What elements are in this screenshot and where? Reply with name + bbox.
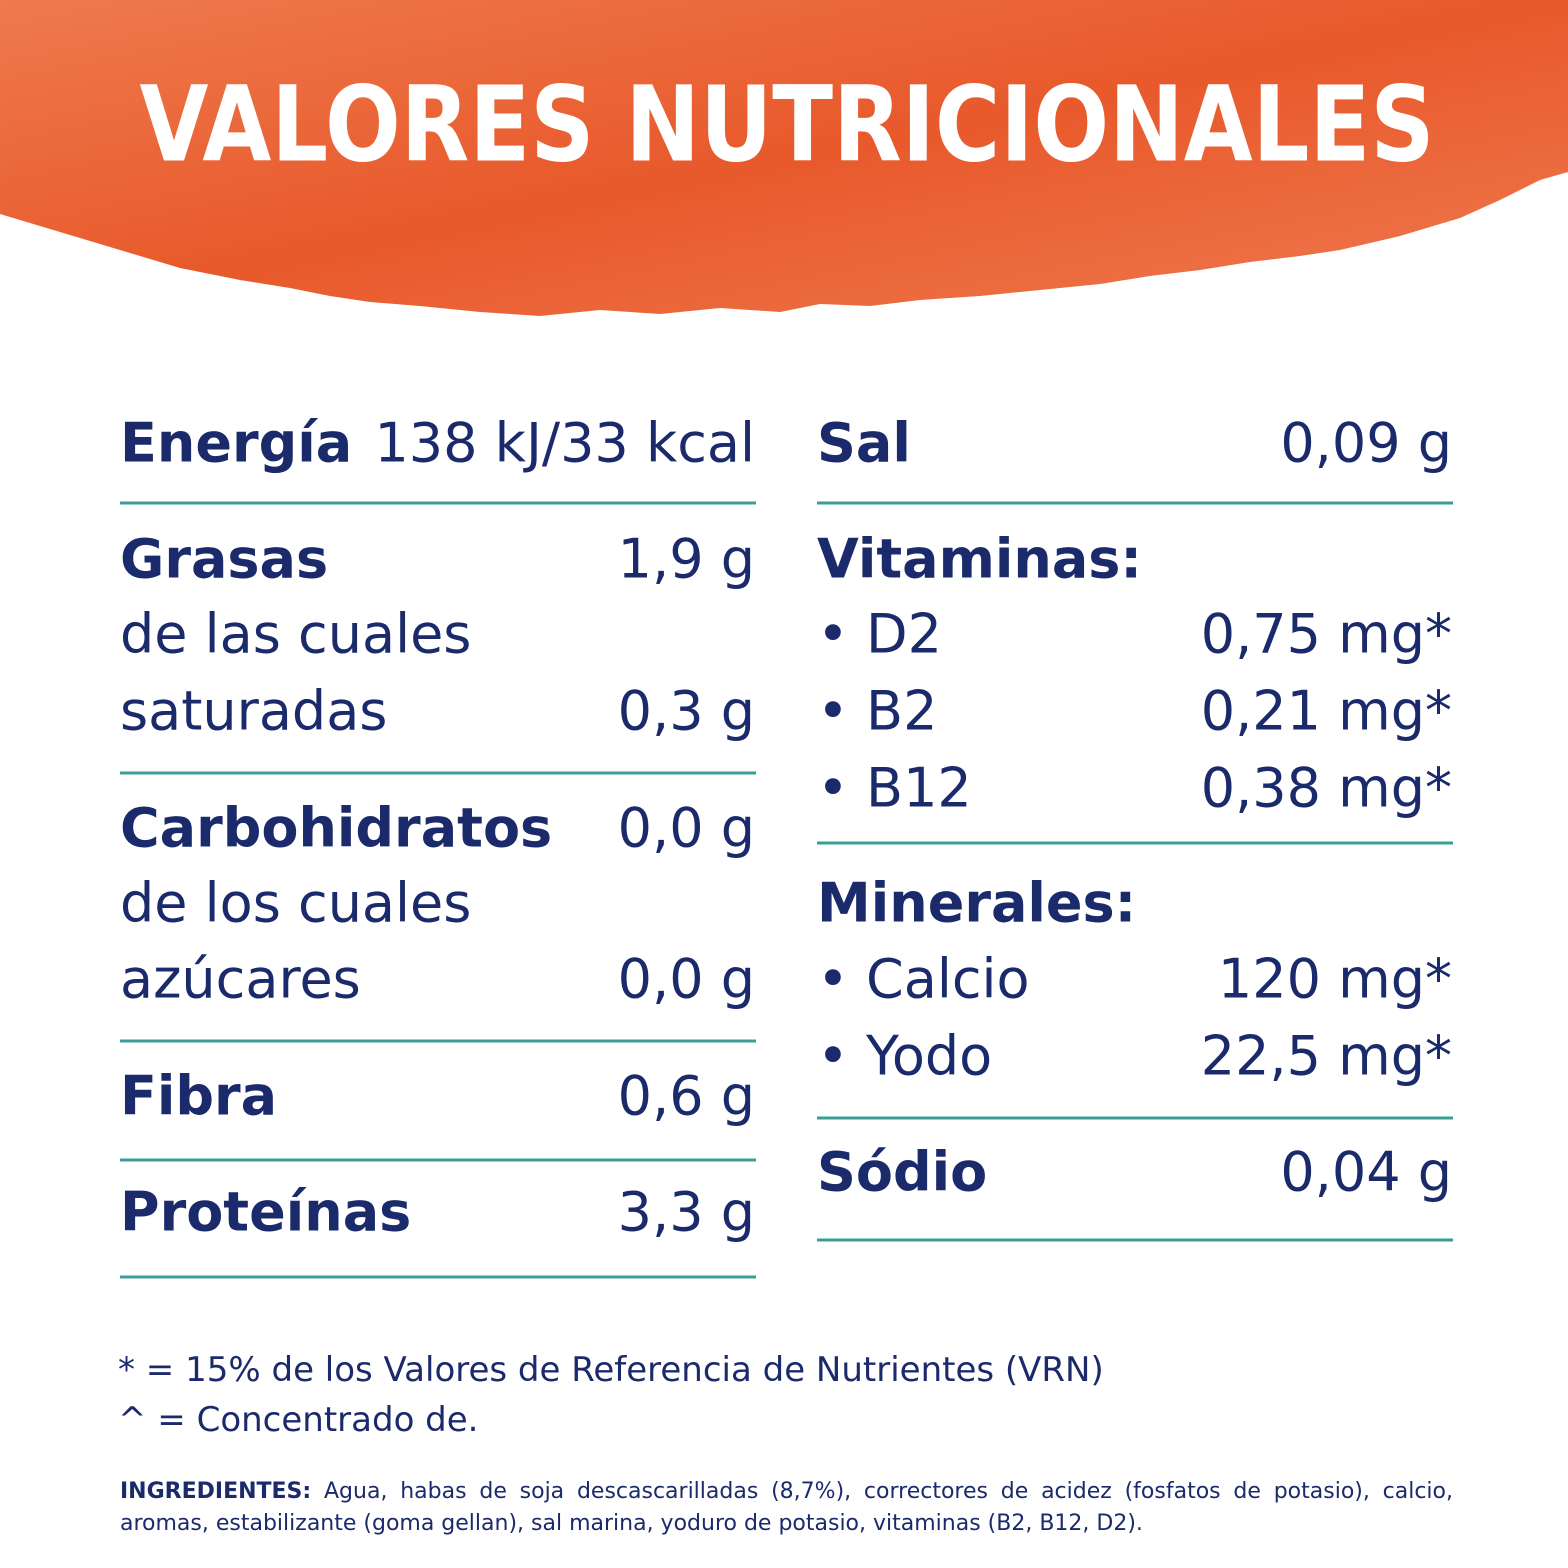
row-label: Carbohidratos bbox=[120, 797, 552, 860]
ingredients: INGREDIENTES: Agua, habas de soja descas… bbox=[120, 1476, 1453, 1540]
left-column: Energía 138 kJ/33 kcal Grasas 1,9 g de l… bbox=[120, 412, 756, 1279]
row-label: saturadas bbox=[120, 680, 387, 743]
row-label: Energía bbox=[120, 412, 352, 475]
row-label: • Calcio bbox=[817, 948, 1030, 1011]
row-value: 0,3 g bbox=[618, 680, 755, 743]
row-label: Sal bbox=[817, 412, 911, 475]
row-value: 0,38 mg* bbox=[1201, 757, 1452, 820]
row-value: 22,5 mg* bbox=[1201, 1025, 1452, 1088]
row-value: 120 mg* bbox=[1218, 948, 1452, 1011]
row-label: Vitaminas: bbox=[817, 528, 1142, 591]
title: VALORES NUTRICIONALES bbox=[140, 63, 1435, 185]
row-value: 1,9 g bbox=[618, 528, 755, 591]
right-column: Sal 0,09 g Vitaminas: • D2 0,75 mg* • B2… bbox=[817, 412, 1453, 1242]
row-label: Proteínas bbox=[120, 1181, 411, 1244]
row-value: 0,0 g bbox=[618, 797, 755, 860]
row-label: • D2 bbox=[817, 603, 942, 666]
footnote: * = 15% de los Valores de Referencia de … bbox=[118, 1350, 1104, 1390]
row-label: de las cuales bbox=[120, 603, 471, 666]
row-label: Fibra bbox=[120, 1065, 277, 1128]
row-label: • Yodo bbox=[817, 1025, 992, 1088]
row-value: 0,75 mg* bbox=[1201, 603, 1452, 666]
header-banner bbox=[0, 0, 1568, 316]
row-label: Sódio bbox=[817, 1141, 987, 1204]
footnote: ^ = Concentrado de. bbox=[118, 1400, 479, 1440]
row-label: de los cuales bbox=[120, 872, 471, 935]
row-value: 0,04 g bbox=[1280, 1141, 1452, 1204]
ingredients-text: Agua, habas de soja descascarilladas (8,… bbox=[120, 1479, 1453, 1536]
row-label: • B12 bbox=[817, 757, 972, 820]
row-label: Minerales: bbox=[817, 872, 1136, 935]
row-label: • B2 bbox=[817, 680, 937, 743]
row-value: 0,21 mg* bbox=[1201, 680, 1452, 743]
row-label: Grasas bbox=[120, 528, 328, 591]
ingredients-label: INGREDIENTES: bbox=[120, 1479, 312, 1504]
row-value: 3,3 g bbox=[618, 1181, 755, 1244]
row-value: 0,0 g bbox=[618, 948, 755, 1011]
row-value: 0,09 g bbox=[1280, 412, 1452, 475]
row-value: 138 kJ/33 kcal bbox=[374, 412, 755, 475]
row-value: 0,6 g bbox=[618, 1065, 755, 1128]
row-label: azúcares bbox=[120, 948, 361, 1011]
